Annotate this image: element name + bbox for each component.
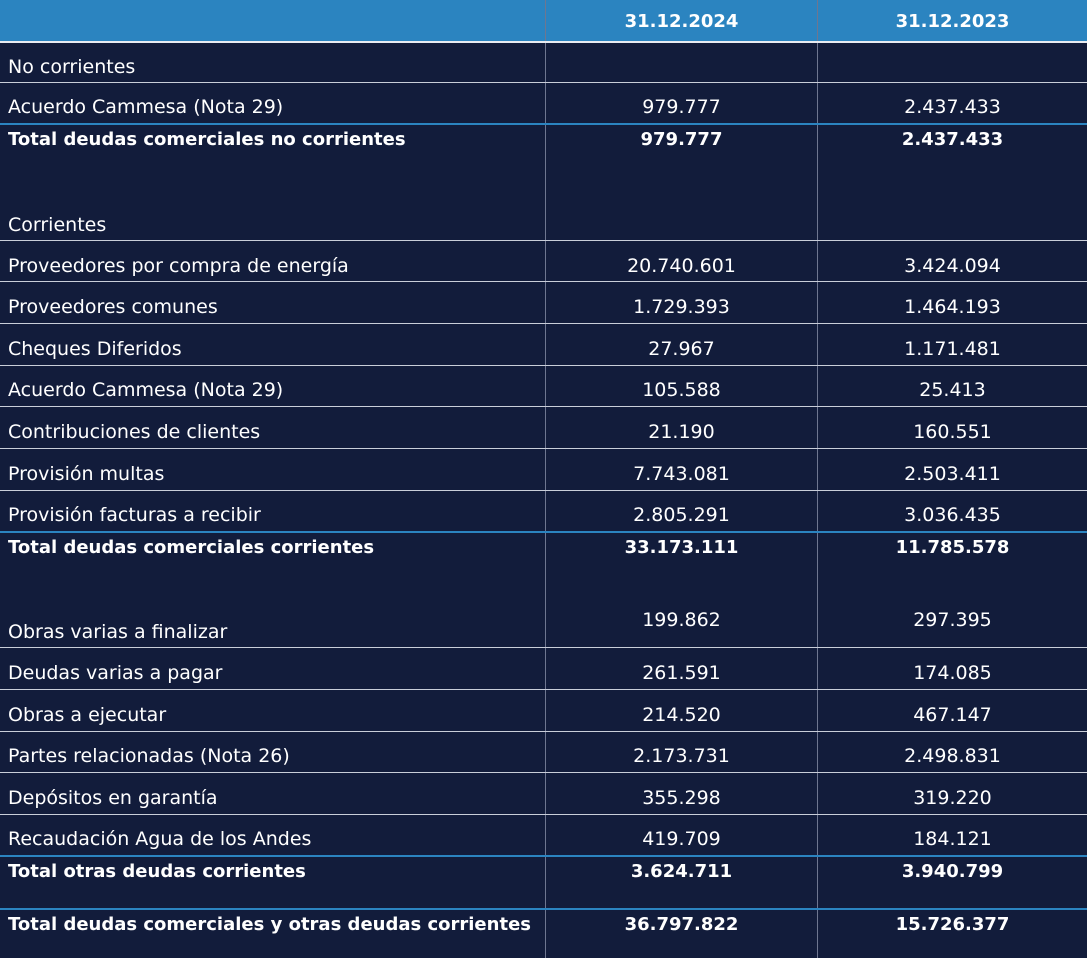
column-divider: [545, 0, 546, 958]
row-divider: [0, 365, 1087, 366]
total-value-2024: 979.777: [640, 129, 723, 150]
row-divider: [0, 448, 1087, 449]
total-value-2023: 2.437.433: [901, 129, 1004, 150]
total-divider: [0, 908, 1087, 910]
row-label: Obras a ejecutar: [8, 704, 167, 726]
grand-total-label: Total deudas comerciales y otras deudas …: [8, 914, 531, 935]
total-divider: [0, 123, 1087, 125]
row-label: Recaudación Agua de los Andes: [8, 828, 312, 850]
row-value-2023: 1.464.193: [904, 296, 1001, 318]
row-value-2024: 2.173.731: [633, 745, 730, 767]
row-value-2024: 21.190: [648, 421, 715, 443]
row-divider: [0, 689, 1087, 690]
total-label: Total deudas comerciales corrientes: [8, 537, 375, 558]
row-value-2023: 160.551: [913, 421, 992, 443]
table-header: 31.12.2024 31.12.2023: [0, 0, 1087, 41]
row-value-2024: 419.709: [642, 828, 721, 850]
row-value-2024: 199.862: [642, 609, 721, 631]
row-value-2024: 2.805.291: [633, 504, 730, 526]
row-value-2023: 3.424.094: [904, 255, 1001, 277]
row-value-2024: 105.588: [642, 379, 721, 401]
row-value-2023: 1.171.481: [904, 338, 1001, 360]
row-label: Proveedores comunes: [8, 296, 218, 318]
row-divider: [0, 490, 1087, 491]
total-value-2024: 33.173.111: [624, 537, 739, 558]
row-value-2023: 25.413: [919, 379, 986, 401]
row-label: Contribuciones de clientes: [8, 421, 261, 443]
row-value-2023: 2.498.831: [904, 745, 1001, 767]
row-label: Proveedores por compra de energía: [8, 255, 349, 277]
row-value-2023: 3.036.435: [904, 504, 1001, 526]
row-value-2023: 2.503.411: [904, 463, 1001, 485]
row-divider: [0, 240, 1087, 241]
row-label-corrientes: Corrientes: [8, 214, 107, 236]
total-value-2024: 3.624.711: [630, 861, 733, 882]
row-value-2024: 7.743.081: [633, 463, 730, 485]
row-divider: [0, 323, 1087, 324]
row-label: Deudas varias a pagar: [8, 662, 223, 684]
row-divider: [0, 406, 1087, 407]
row-label: Depósitos en garantía: [8, 787, 218, 809]
row-value-2024: 214.520: [642, 704, 721, 726]
total-divider: [0, 531, 1087, 533]
row-label: Obras varias a finalizar: [8, 621, 228, 643]
row-value-2023: 174.085: [913, 662, 992, 684]
row-value-2023: 467.147: [913, 704, 992, 726]
row-divider: [0, 772, 1087, 773]
header-col-2024: 31.12.2024: [624, 11, 739, 32]
row-value-2024: 27.967: [648, 338, 715, 360]
grand-total-value-2024: 36.797.822: [624, 914, 739, 935]
total-label: Total deudas comerciales no corrientes: [8, 129, 406, 150]
row-divider: [0, 647, 1087, 648]
row-label: Partes relacionadas (Nota 26): [8, 745, 290, 767]
grand-total-value-2023: 15.726.377: [895, 914, 1010, 935]
row-divider: [0, 731, 1087, 732]
header-col-2023: 31.12.2023: [895, 11, 1010, 32]
row-label: Cheques Diferidos: [8, 338, 182, 360]
row-value-2023: 297.395: [913, 609, 992, 631]
row-value-2024: 1.729.393: [633, 296, 730, 318]
row-divider: [0, 82, 1087, 83]
row-value-2023: 2.437.433: [904, 96, 1001, 118]
total-value-2023: 11.785.578: [895, 537, 1010, 558]
row-label: Provisión facturas a recibir: [8, 504, 261, 526]
column-divider: [817, 0, 818, 958]
row-divider: [0, 814, 1087, 815]
total-divider: [0, 855, 1087, 857]
row-value-2024: 261.591: [642, 662, 721, 684]
total-value-2023: 3.940.799: [901, 861, 1004, 882]
row-divider: [0, 281, 1087, 282]
row-value-2024: 979.777: [642, 96, 721, 118]
row-value-2024: 20.740.601: [627, 255, 736, 277]
row-divider: [0, 41, 1087, 43]
row-label: Provisión multas: [8, 463, 165, 485]
row-value-2023: 319.220: [913, 787, 992, 809]
row-label: Acuerdo Cammesa (Nota 29): [8, 379, 284, 401]
row-label: Acuerdo Cammesa (Nota 29): [8, 96, 284, 118]
row-value-2023: 184.121: [913, 828, 992, 850]
row-label-no-corrientes: No corrientes: [8, 56, 136, 78]
row-value-2024: 355.298: [642, 787, 721, 809]
total-label: Total otras deudas corrientes: [8, 861, 306, 882]
